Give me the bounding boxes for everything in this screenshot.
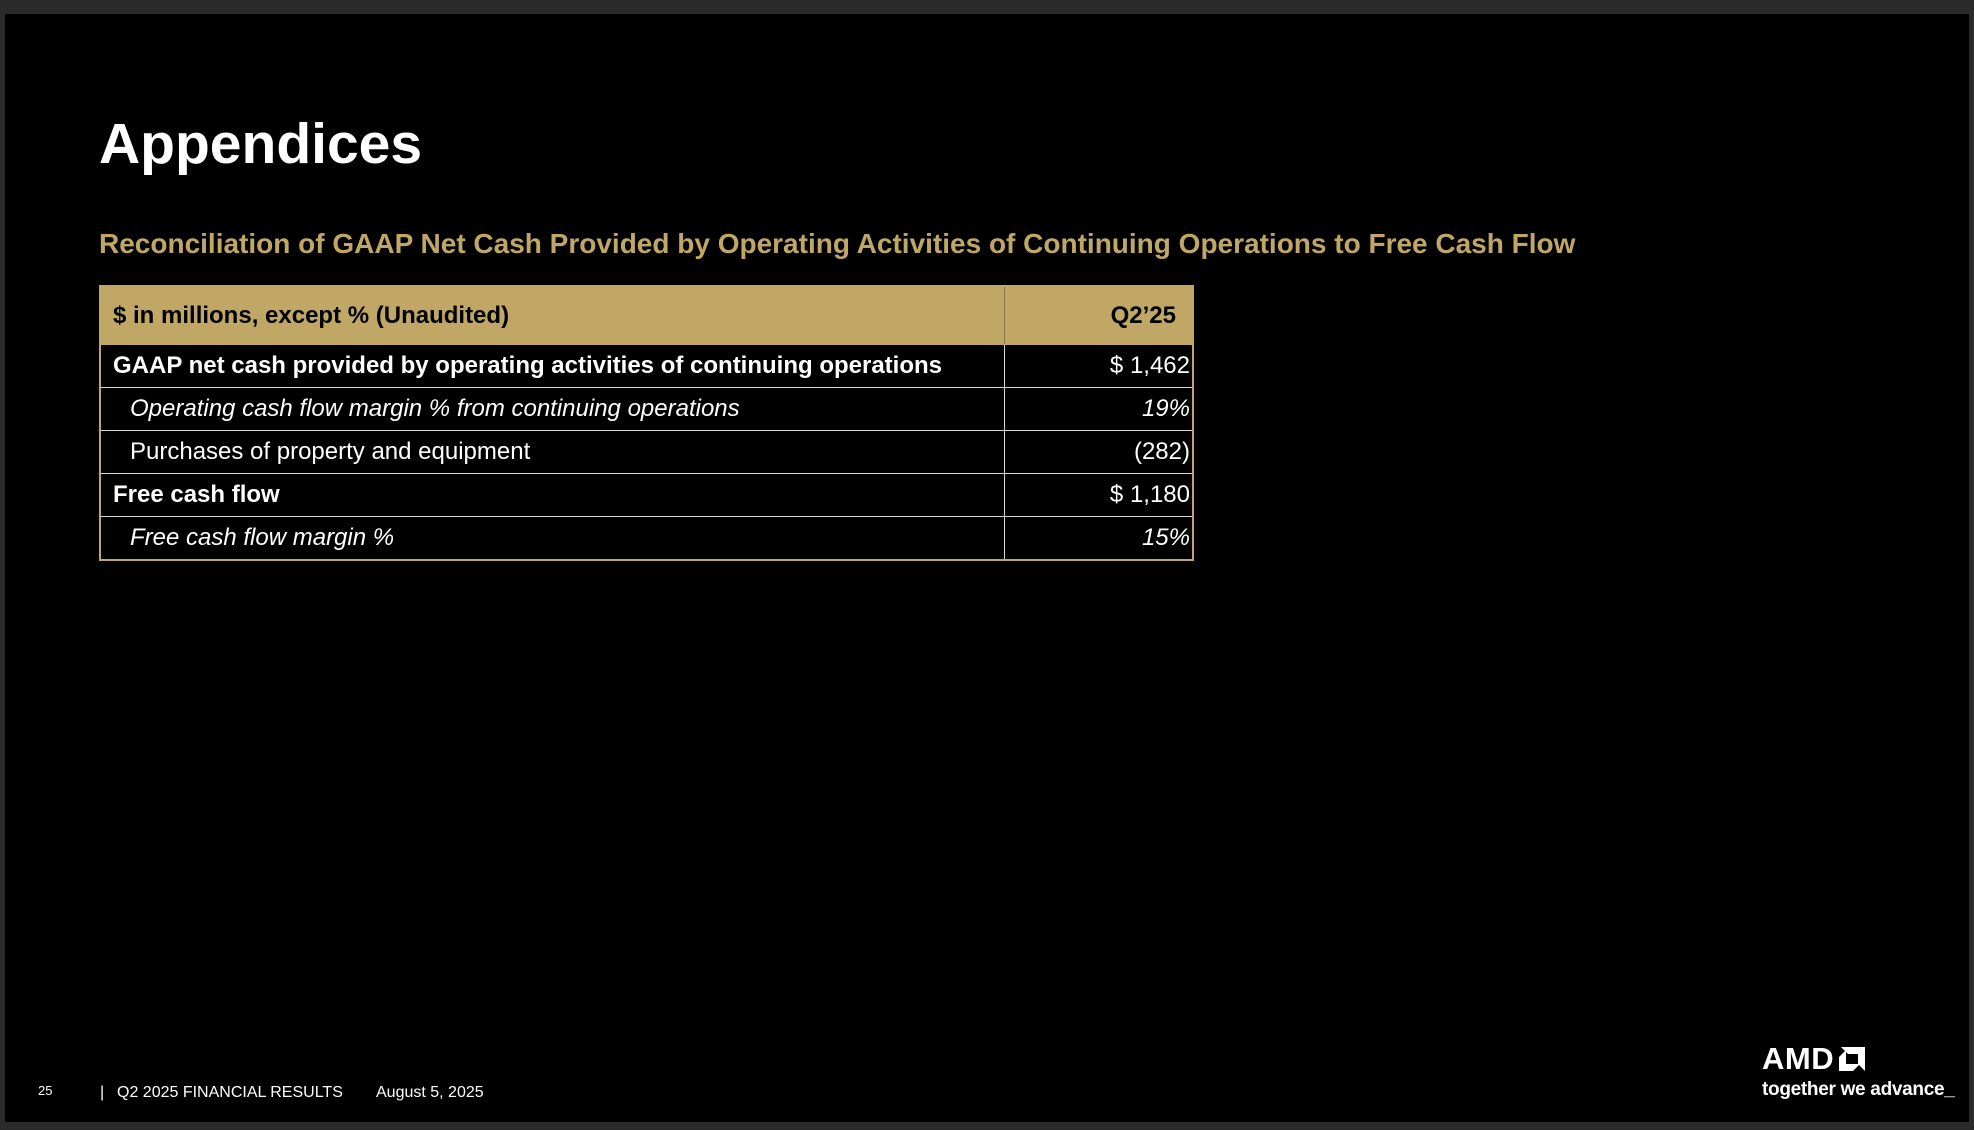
footer-separator: | — [100, 1084, 105, 1101]
reconciliation-table: $ in millions, except % (Unaudited) Q2’2… — [99, 285, 1194, 561]
header-label: $ in millions, except % (Unaudited) — [99, 285, 1005, 345]
page-title: Appendices — [99, 112, 423, 176]
table-header-row: $ in millions, except % (Unaudited) Q2’2… — [99, 285, 1194, 345]
table-row: Free cash flow $ 1,180 — [99, 473, 1194, 517]
table-row: Purchases of property and equipment (282… — [99, 430, 1194, 474]
table-row: GAAP net cash provided by operating acti… — [99, 344, 1194, 388]
table-row: Free cash flow margin % 15% — [99, 516, 1194, 561]
row-label: Free cash flow — [99, 473, 1005, 517]
footer-date: August 5, 2025 — [376, 1084, 484, 1101]
slide: Appendices Reconciliation of GAAP Net Ca… — [5, 14, 1969, 1122]
row-value: $ 1,180 — [1004, 473, 1194, 517]
footer-report-title: Q2 2025 FINANCIAL RESULTS — [117, 1084, 343, 1101]
row-value: 15% — [1004, 516, 1194, 561]
page-number: 25 — [38, 1083, 53, 1098]
row-label: Operating cash flow margin % from contin… — [99, 387, 1005, 431]
row-label: GAAP net cash provided by operating acti… — [99, 344, 1005, 388]
logo-text: AMD — [1762, 1041, 1835, 1076]
row-value: (282) — [1004, 430, 1194, 474]
tagline: together we advance_ — [1762, 1079, 1955, 1100]
amd-arrow-icon — [1839, 1046, 1866, 1071]
row-label: Free cash flow margin % — [99, 516, 1005, 561]
row-label: Purchases of property and equipment — [99, 430, 1005, 474]
page-subtitle: Reconciliation of GAAP Net Cash Provided… — [99, 228, 1576, 259]
row-value: 19% — [1004, 387, 1194, 431]
header-period: Q2’25 — [1004, 285, 1194, 345]
amd-logo: AMD together we advance_ — [1762, 1043, 1962, 1101]
table-row: Operating cash flow margin % from contin… — [99, 387, 1194, 431]
row-value: $ 1,462 — [1004, 344, 1194, 388]
